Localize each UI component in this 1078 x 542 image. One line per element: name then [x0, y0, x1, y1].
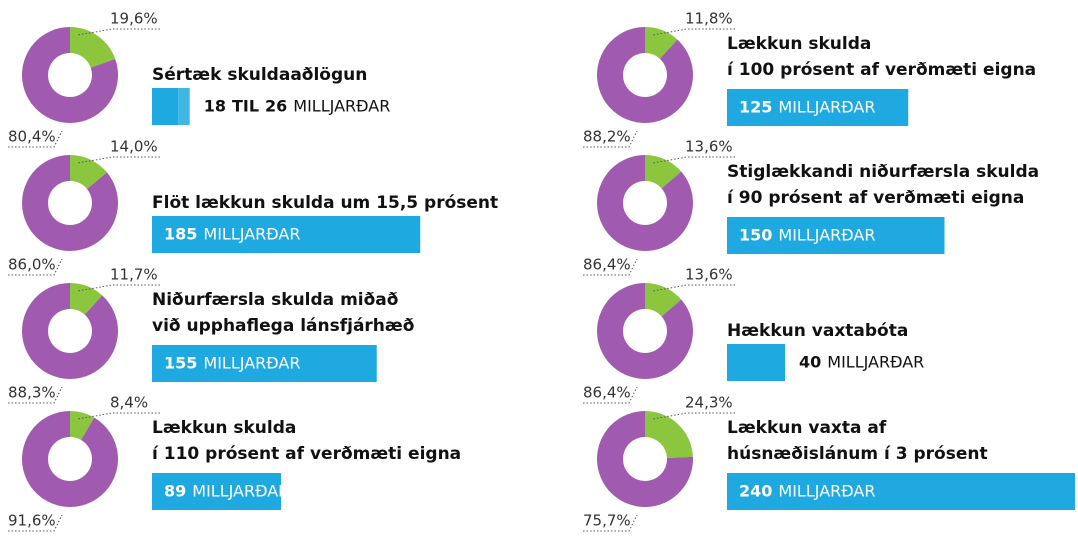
row-title: í 110 prósent af verðmæti eigna	[152, 444, 461, 464]
donut-slice	[21, 155, 118, 251]
row-title: Sértæk skuldaaðlögun	[152, 65, 367, 85]
leader	[583, 258, 638, 276]
row-title: í 100 prósent af verðmæti eigna	[727, 60, 1036, 80]
bar-label: 155 MILLJARÐAR	[164, 353, 300, 372]
row-title: Hækkun vaxtabóta	[727, 321, 908, 341]
bar-label: 18 TIL 26 MILLJARÐAR	[204, 96, 391, 115]
row-title: Lækkun skulda	[727, 34, 871, 54]
row-title: Lækkun vaxta af	[727, 418, 887, 438]
row-title: í 90 prósent af verðmæti eigna	[727, 188, 1024, 208]
bar-label: 89 MILLJARÐAR	[164, 481, 289, 500]
bar	[152, 216, 421, 253]
donut-slice	[645, 411, 693, 459]
percent-label: 11,8%	[685, 10, 733, 28]
leader	[8, 258, 63, 276]
bar-value: 40	[799, 352, 821, 371]
percent-label: 86,0%	[8, 256, 56, 274]
percent-label: 88,2%	[583, 128, 631, 146]
bar	[152, 345, 377, 382]
donut-slice	[597, 411, 693, 507]
bar	[727, 89, 909, 126]
row-title: Lækkun skulda	[152, 418, 296, 438]
unit: MILLJARÐAR	[778, 97, 875, 116]
donut-slice	[21, 411, 118, 507]
percent-label: 11,7%	[110, 266, 158, 284]
row-title: við upphaflega lánsfjárhæð	[152, 316, 414, 336]
bar-value: 150	[739, 225, 772, 244]
bar-label: 125 MILLJARÐAR	[739, 97, 875, 116]
leader	[8, 130, 63, 148]
bar-value: 26	[265, 96, 287, 115]
bar	[178, 88, 190, 125]
leader	[652, 284, 735, 292]
donut-slice	[597, 27, 693, 123]
bar	[727, 473, 1075, 510]
bar-label: 240 MILLJARÐAR	[739, 481, 875, 500]
donut-slice	[645, 27, 678, 59]
percent-label: 86,4%	[583, 384, 631, 402]
percent-label: 24,3%	[685, 394, 733, 412]
unit: MILLJARÐAR	[203, 353, 300, 372]
row-title: Stiglækkandi niðurfærsla skulda	[727, 162, 1039, 182]
percent-label: 86,4%	[583, 256, 631, 274]
percent-label: 13,6%	[685, 266, 733, 284]
leader	[8, 514, 63, 532]
donut-slice	[596, 283, 693, 380]
percent-label: 80,4%	[8, 128, 56, 146]
leader	[77, 412, 160, 420]
donut-slice	[70, 411, 95, 440]
bar-value: 18	[204, 96, 226, 115]
bar-label: 40 MILLJARÐAR	[799, 352, 924, 371]
bar-value: 155	[164, 353, 197, 372]
bar-value: 240	[739, 481, 772, 500]
leader	[77, 28, 160, 36]
unit: MILLJARÐAR	[827, 352, 924, 371]
leader	[652, 156, 735, 164]
percent-label: 13,6%	[685, 138, 733, 156]
bar	[727, 344, 785, 381]
unit: MILLJARÐAR	[293, 96, 390, 115]
percent-label: 14,0%	[110, 138, 158, 156]
unit: MILLJARÐAR	[203, 224, 300, 243]
donut-slice	[70, 283, 103, 315]
row-title: húsnæðislánum í 3 prósent	[727, 444, 988, 464]
leader	[583, 130, 638, 148]
leader	[77, 156, 160, 164]
percent-label: 19,6%	[110, 10, 158, 28]
leader	[77, 284, 160, 292]
percent-label: 91,6%	[8, 512, 56, 530]
row-title: Niðurfærsla skulda miðað	[152, 290, 398, 310]
bar-value: 125	[739, 97, 772, 116]
bar-label: 150 MILLJARÐAR	[739, 225, 875, 244]
donut-slice	[21, 283, 118, 379]
leader	[652, 412, 735, 420]
leader	[652, 28, 735, 36]
range-word: TIL	[232, 96, 259, 115]
row-title: Flöt lækkun skulda um 15,5 prósent	[152, 193, 498, 213]
leader	[583, 386, 638, 404]
percent-label: 88,3%	[8, 384, 56, 402]
bar-value: 185	[164, 224, 197, 243]
percent-label: 8,4%	[110, 394, 148, 412]
bar	[727, 217, 945, 254]
bar	[152, 473, 282, 510]
leader	[8, 386, 63, 404]
donut-slice	[645, 283, 682, 317]
bar	[152, 88, 179, 125]
bar-label: 185 MILLJARÐAR	[164, 224, 300, 243]
bar-value: 89	[164, 481, 186, 500]
donut-slice	[596, 155, 693, 252]
donut-slice	[645, 155, 682, 189]
unit: MILLJARÐAR	[778, 481, 875, 500]
leader	[583, 514, 638, 532]
unit: MILLJARÐAR	[192, 481, 289, 500]
donut-slice	[21, 27, 118, 123]
percent-label: 75,7%	[583, 512, 631, 530]
donut-slice	[70, 27, 116, 68]
donut-slice	[70, 155, 107, 189]
unit: MILLJARÐAR	[778, 225, 875, 244]
